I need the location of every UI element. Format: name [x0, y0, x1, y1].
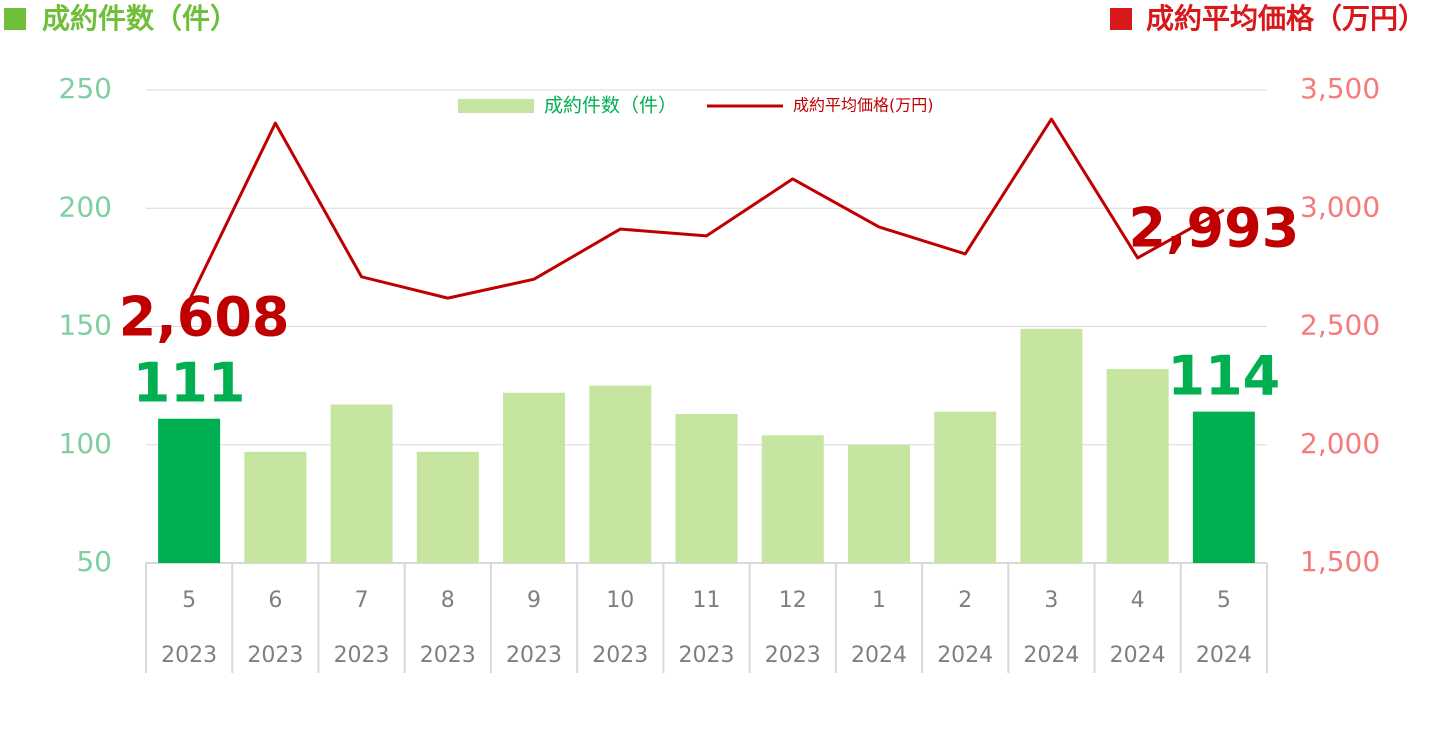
bar: [503, 392, 566, 563]
x-tick-label: 5: [1217, 588, 1231, 613]
x-tick-label: 6: [268, 588, 282, 613]
y2-tick-label: 3,500: [1300, 72, 1380, 105]
bar: [589, 385, 652, 563]
bar: [847, 444, 910, 563]
x-tick-label: 12: [779, 588, 807, 613]
x-tick-label: 7: [355, 588, 369, 613]
data-label: 114: [1168, 344, 1281, 407]
left-header: 成約件数（件）: [42, 2, 238, 35]
data-label: 2,608: [119, 286, 290, 349]
bar: [244, 451, 307, 563]
x-tick-label: 4: [1131, 588, 1145, 613]
x-group-label: 2024: [851, 643, 907, 668]
x-group-label: 2024: [937, 643, 993, 668]
bar: [1192, 411, 1255, 563]
legend-label: 成約件数（件）: [544, 95, 677, 117]
y-tick-label: 250: [59, 72, 112, 105]
left-header-swatch: [4, 8, 26, 30]
legend-swatch: [458, 99, 534, 113]
x-group-label: 2023: [679, 643, 735, 668]
y2-tick-label: 2,500: [1300, 309, 1380, 342]
y2-tick-label: 2,000: [1300, 427, 1380, 460]
x-tick-label: 8: [441, 588, 455, 613]
x-group-label: 2023: [506, 643, 562, 668]
x-group-label: 2023: [592, 643, 648, 668]
bar: [1106, 369, 1169, 563]
x-tick-label: 10: [606, 588, 634, 613]
x-group-label: 2024: [1110, 643, 1166, 668]
right-header: 成約平均価格（万円）: [1146, 2, 1426, 35]
bar: [330, 404, 393, 563]
bar: [675, 414, 738, 563]
x-tick-label: 5: [182, 588, 196, 613]
x-tick-label: 11: [693, 588, 721, 613]
right-header-swatch: [1110, 8, 1132, 30]
y-tick-label: 50: [76, 545, 112, 578]
x-tick-label: 1: [872, 588, 886, 613]
x-group-label: 2024: [1196, 643, 1252, 668]
data-label: 2,993: [1128, 197, 1299, 260]
bar: [1020, 328, 1083, 563]
y-tick-label: 100: [59, 427, 112, 460]
line: [187, 117, 1225, 302]
data-label: 111: [133, 351, 246, 414]
x-group-label: 2023: [161, 643, 217, 668]
bar: [761, 435, 824, 563]
x-tick-label: 3: [1044, 588, 1058, 613]
bar: [934, 411, 997, 563]
bar: [158, 418, 221, 563]
y2-tick-label: 3,000: [1300, 190, 1380, 223]
bar: [416, 451, 479, 563]
y-tick-label: 150: [59, 309, 112, 342]
legend-label: 成約平均価格(万円): [793, 96, 934, 115]
x-tick-label: 9: [527, 588, 541, 613]
x-group-label: 2023: [420, 643, 476, 668]
x-group-label: 2024: [1023, 643, 1079, 668]
x-group-label: 2023: [334, 643, 390, 668]
y-tick-label: 200: [59, 190, 112, 223]
x-group-label: 2023: [247, 643, 303, 668]
x-group-label: 2023: [765, 643, 821, 668]
y2-tick-label: 1,500: [1300, 545, 1380, 578]
x-tick-label: 2: [958, 588, 972, 613]
